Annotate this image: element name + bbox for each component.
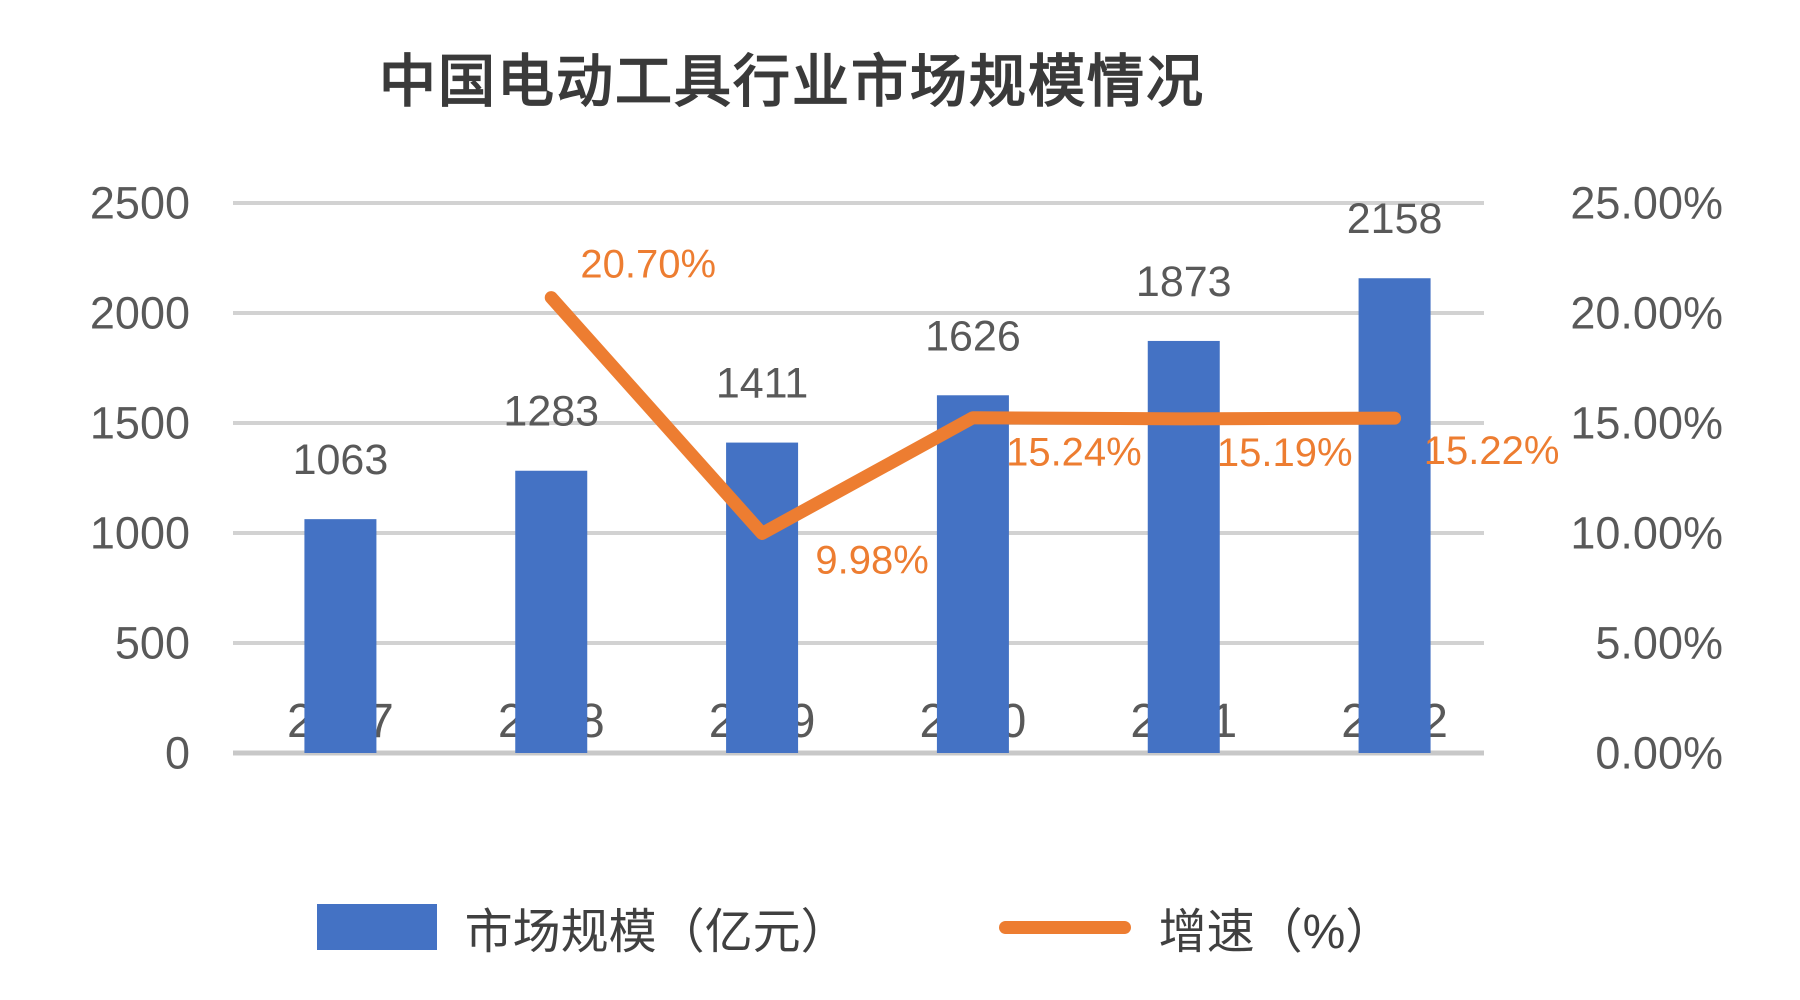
left-axis-tick: 1000 [90,508,190,559]
line-series-label: 增速（%） [1158,906,1394,959]
left-axis-tick: 2000 [90,288,190,339]
growth-point-label-2020: 15.24% [1006,431,1142,475]
growth-line [544,291,1402,540]
bar-2017 [304,519,377,753]
right-axis-tick: 25.00% [1570,178,1723,229]
right-axis-tick: 5.00% [1595,618,1723,669]
legend-item-market-size: 市场规模（亿元） [316,892,849,962]
right-axis-tick: 15.00% [1570,398,1723,449]
bar-2022 [1358,278,1431,753]
bar-value-label-2022: 2158 [1347,195,1443,243]
bar-value-label-2019: 1411 [716,360,808,408]
bar-2020 [936,395,1009,753]
growth-point-label-2018: 20.70% [580,243,716,287]
bar-value-label-2020: 1626 [925,312,1021,360]
bar-series-label: 市场规模（亿元） [464,906,849,959]
bar-value-label-2017: 1063 [293,436,389,484]
growth-point-label-2021: 15.19% [1217,431,1353,475]
bar-series-swatch [316,904,437,950]
left-axis-tick: 500 [115,618,190,669]
left-axis-tick: 2500 [90,178,190,229]
bar-value-label-2021: 1873 [1136,258,1232,306]
right-axis-tick: 0.00% [1595,728,1723,779]
right-axis-tick: 20.00% [1570,288,1723,339]
legend: 市场规模（亿元） 增速（%） [0,896,1710,959]
bar-2019 [726,442,799,753]
bar-value-label-2018: 1283 [503,388,599,436]
right-axis-tick: 10.00% [1570,508,1723,559]
bar-2021 [1147,340,1220,753]
bar-2018 [515,470,588,753]
left-axis-tick: 1500 [90,398,190,449]
line-series-swatch [998,920,1131,934]
left-axis-tick: 0 [165,728,190,779]
growth-point-label-2019: 9.98% [815,538,928,582]
growth-point-label-2022: 15.22% [1424,429,1560,473]
legend-item-growth: 增速（%） [998,892,1394,962]
chart-title: 中国电动工具行业市场规模情况 [379,50,1205,114]
